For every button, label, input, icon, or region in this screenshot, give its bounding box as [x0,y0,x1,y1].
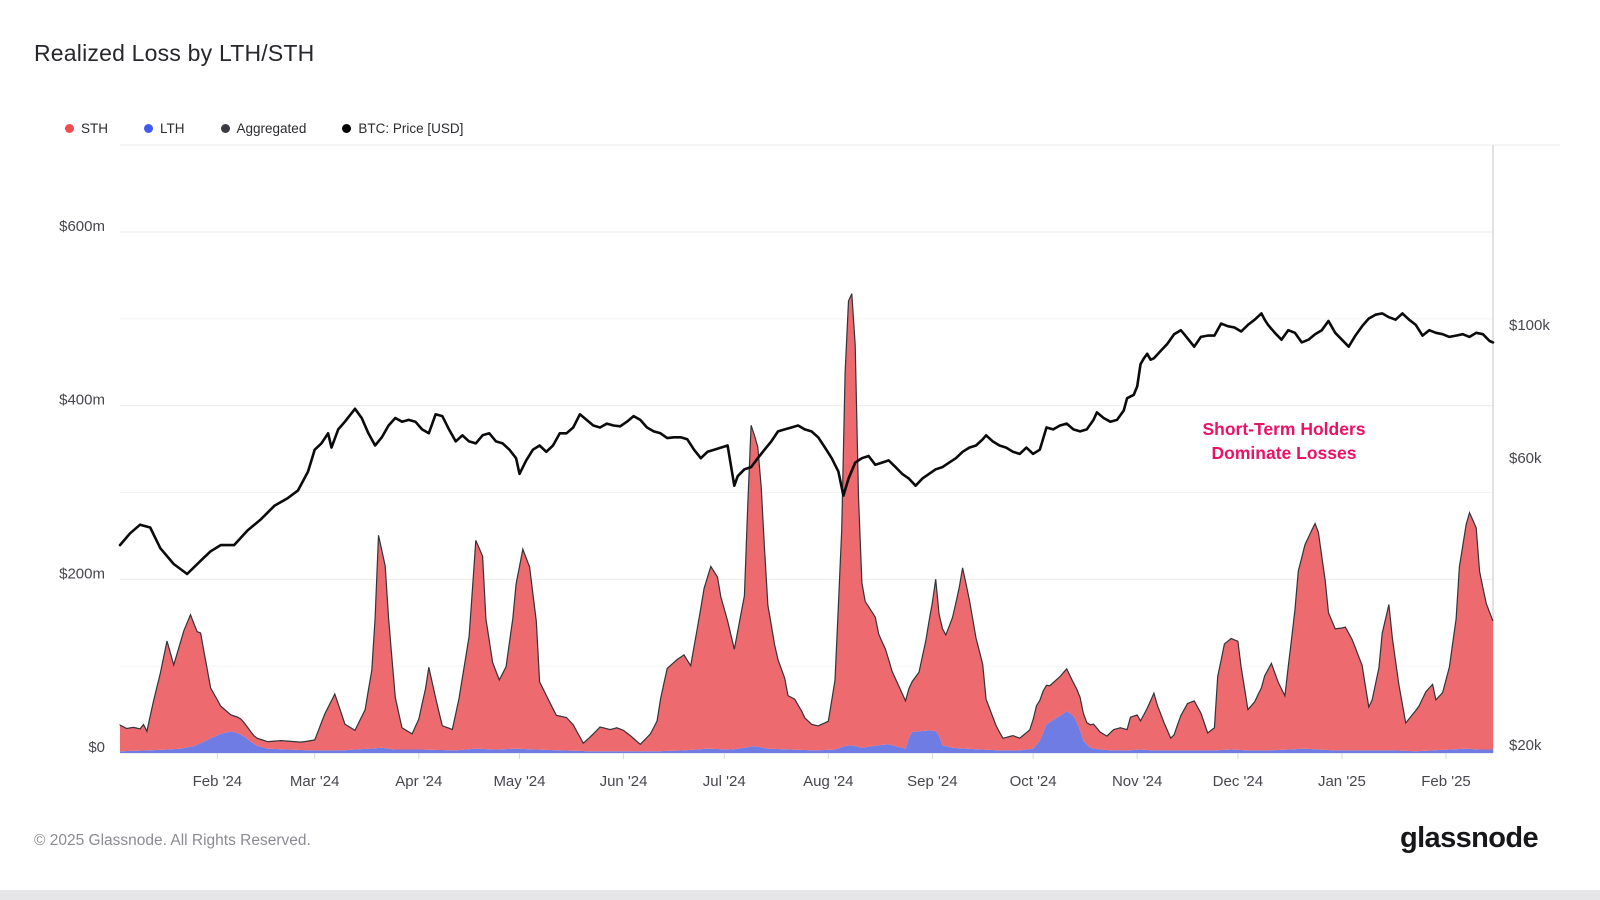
annotation-line-1: Short-Term Holders [1202,419,1366,439]
left-axis-tick-label: $600m [59,218,105,235]
legend-dot-icon [144,124,153,133]
x-axis-tick-label: Nov '24 [1112,773,1162,790]
x-axis-tick-label: Apr '24 [395,773,442,790]
aggregated-outline [119,293,1494,746]
legend-label: STH [81,121,108,136]
x-axis-tick-label: Aug '24 [803,773,853,790]
x-axis-tick-label: Sep '24 [907,773,957,790]
x-axis-tick-label: Mar '24 [290,773,340,790]
legend-dot-icon [220,124,230,133]
legend-dot-icon [342,124,352,133]
legend-dot-icon [65,124,74,133]
chart-legend: STH LTH Aggregated BTC: Price [USD] [65,121,463,136]
x-axis-tick-label: Jul '24 [703,773,746,790]
x-axis-tick-label: Jan '25 [1318,773,1366,790]
x-axis-tick-label: Feb '24 [193,773,243,790]
lth-area [120,711,1493,753]
left-axis-tick-label: $200m [59,565,105,582]
x-axis-tick-label: Jun '24 [600,773,648,790]
glassnode-logo: glassnode [1399,822,1539,854]
legend-item-btc-price-usd[interactable]: BTC: Price [USD] [342,121,463,136]
right-axis-tick-label: $60k [1509,450,1542,467]
copyright-text: © 2025 Glassnode. All Rights Reserved. [34,832,311,849]
legend-item-sth[interactable]: STH [65,121,108,136]
chart-annotation: Short-Term Holders Dominate Losses [1154,417,1414,465]
btc-price-line [118,312,1495,576]
x-axis-tick-label: Oct '24 [1010,773,1057,790]
legend-label: Aggregated [236,121,307,136]
bottom-strip [0,890,1600,900]
legend-label: BTC: Price [USD] [358,121,464,136]
right-axis-tick-label: $20k [1509,737,1542,754]
x-axis-tick-label: May '24 [493,773,545,790]
right-axis-tick-label: $100k [1509,317,1550,334]
legend-item-aggregated[interactable]: Aggregated [220,121,307,136]
sth-area [120,293,1493,752]
legend-item-lth[interactable]: LTH [144,121,185,136]
left-axis-tick-label: $0 [88,739,105,756]
x-axis-tick-label: Dec '24 [1213,773,1263,790]
legend-label: LTH [160,121,185,136]
x-axis-tick-label: Feb '25 [1421,773,1471,790]
page-title: Realized Loss by LTH/STH [34,40,315,66]
annotation-line-2: Dominate Losses [1211,443,1357,463]
left-axis-tick-label: $400m [59,392,105,409]
